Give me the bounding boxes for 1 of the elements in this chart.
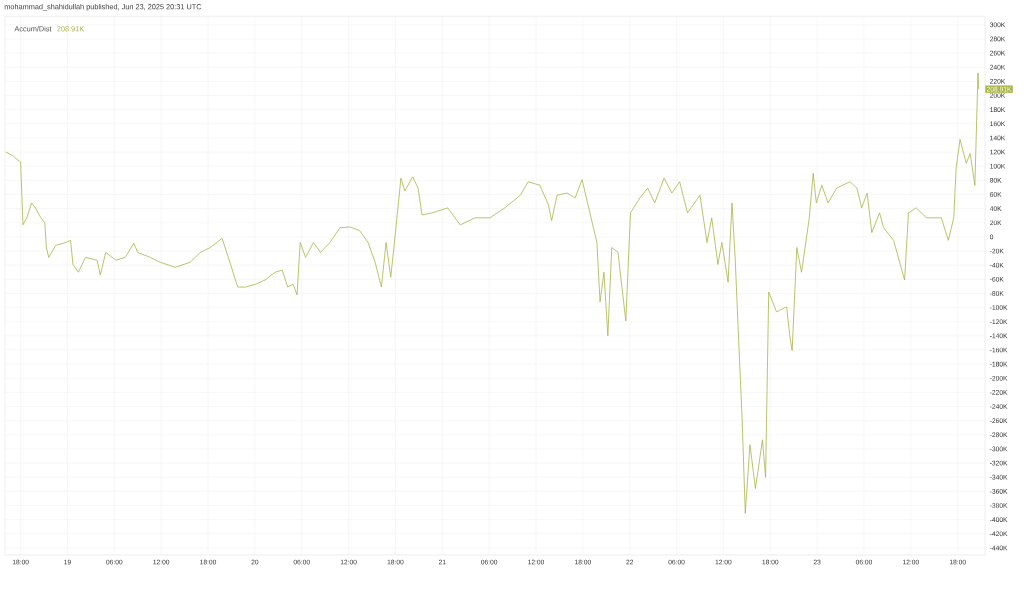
- line-series: [5, 72, 980, 514]
